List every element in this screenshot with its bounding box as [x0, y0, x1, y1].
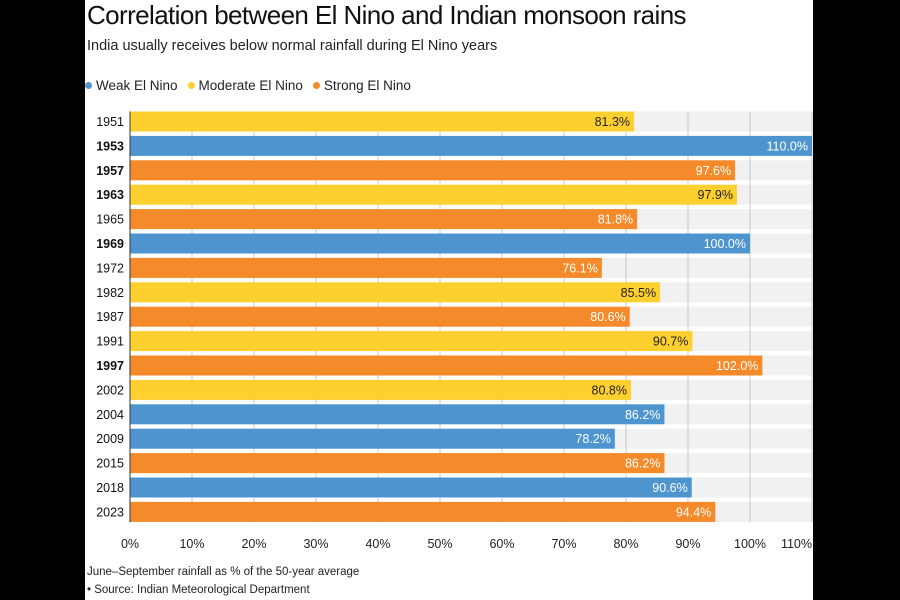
category-label: 1969: [96, 237, 124, 251]
chart-page: Correlation between El Nino and Indian m…: [85, 0, 813, 600]
bar-1965: [130, 209, 638, 230]
legend-swatch-moderate: [187, 82, 195, 89]
data-label: 86.2%: [625, 457, 660, 471]
data-label: 97.9%: [698, 188, 733, 202]
bar-1997: [130, 355, 763, 376]
legend-swatch-weak: [85, 82, 92, 89]
x-tick-label: 90%: [675, 537, 700, 551]
category-label: 1951: [96, 115, 124, 129]
x-tick-label: 30%: [303, 537, 328, 551]
data-label: 78.2%: [575, 432, 610, 446]
category-label: 2004: [96, 408, 124, 422]
bar-2023: [130, 501, 716, 522]
legend-label: Moderate El Nino: [198, 78, 303, 93]
category-label: 1997: [96, 359, 124, 373]
x-tick-label: 0%: [121, 537, 139, 551]
bar-1951: [130, 111, 635, 132]
x-tick-label: 100%: [734, 537, 766, 551]
x-tick-label: 40%: [365, 537, 390, 551]
x-tick-label: 20%: [241, 537, 266, 551]
category-label: 1965: [96, 213, 124, 227]
category-label: 1991: [96, 335, 124, 349]
category-label: 1953: [96, 139, 124, 153]
data-label: 100.0%: [704, 237, 746, 251]
legend: Weak El Nino Moderate El Nino Strong El …: [85, 78, 411, 93]
data-label: 102.0%: [716, 359, 758, 373]
legend-item-moderate: Moderate El Nino: [187, 78, 303, 93]
category-label: 2023: [96, 505, 124, 519]
bar-2015: [130, 453, 665, 474]
x-tick-label: 50%: [427, 537, 452, 551]
bar-1969: [130, 233, 750, 254]
bar-2002: [130, 379, 631, 400]
bar-1953: [130, 135, 812, 156]
bar-2018: [130, 477, 692, 498]
x-tick-label: 70%: [551, 537, 576, 551]
data-label: 97.6%: [696, 164, 731, 178]
legend-swatch-strong: [312, 82, 320, 89]
bar-1991: [130, 331, 693, 352]
category-label: 1982: [96, 286, 124, 300]
bar-1972: [130, 257, 602, 278]
category-label: 2002: [96, 383, 124, 397]
x-tick-label: 60%: [489, 537, 514, 551]
bar-chart: 81.3% 1951 110.0% 1953 97.6% 1957 97.9% 1963 81.…: [96, 111, 813, 551]
category-label: 1972: [96, 261, 124, 275]
chart-note: June–September rainfall as % of the 50-y…: [87, 566, 360, 578]
category-label: 2018: [96, 481, 124, 495]
chart-source: • Source: Indian Meteorological Departme…: [87, 584, 310, 596]
bar-1963: [130, 184, 737, 205]
legend-item-weak: Weak El Nino: [85, 78, 178, 93]
bar-1982: [130, 282, 661, 303]
legend-item-strong: Strong El Nino: [312, 78, 411, 93]
data-label: 110.0%: [767, 139, 808, 153]
data-label: 81.8%: [598, 213, 633, 227]
data-label: 76.1%: [562, 261, 597, 275]
data-label: 85.5%: [621, 286, 656, 300]
chart-subtitle: India usually receives below normal rain…: [87, 38, 498, 54]
bar-1957: [130, 160, 736, 181]
bar-1987: [130, 306, 630, 327]
data-label: 90.7%: [653, 335, 688, 349]
data-label: 80.8%: [592, 383, 627, 397]
bar-2009: [130, 428, 615, 449]
category-label: 1957: [96, 164, 124, 178]
bar-2004: [130, 404, 665, 425]
x-tick-label: 80%: [613, 537, 638, 551]
x-tick-label: 110%: [781, 537, 812, 551]
data-label: 94.4%: [676, 505, 711, 519]
category-label: 2015: [96, 457, 124, 471]
data-label: 80.6%: [590, 310, 625, 324]
category-label: 1963: [96, 188, 124, 202]
data-label: 81.3%: [595, 115, 630, 129]
legend-label: Weak El Nino: [96, 78, 178, 93]
data-label: 90.6%: [652, 481, 687, 495]
category-label: 1987: [96, 310, 124, 324]
chart-title: Correlation between El Nino and Indian m…: [87, 0, 687, 30]
legend-label: Strong El Nino: [323, 78, 411, 93]
category-label: 2009: [96, 432, 124, 446]
data-label: 86.2%: [625, 408, 660, 422]
x-tick-label: 10%: [179, 537, 204, 551]
